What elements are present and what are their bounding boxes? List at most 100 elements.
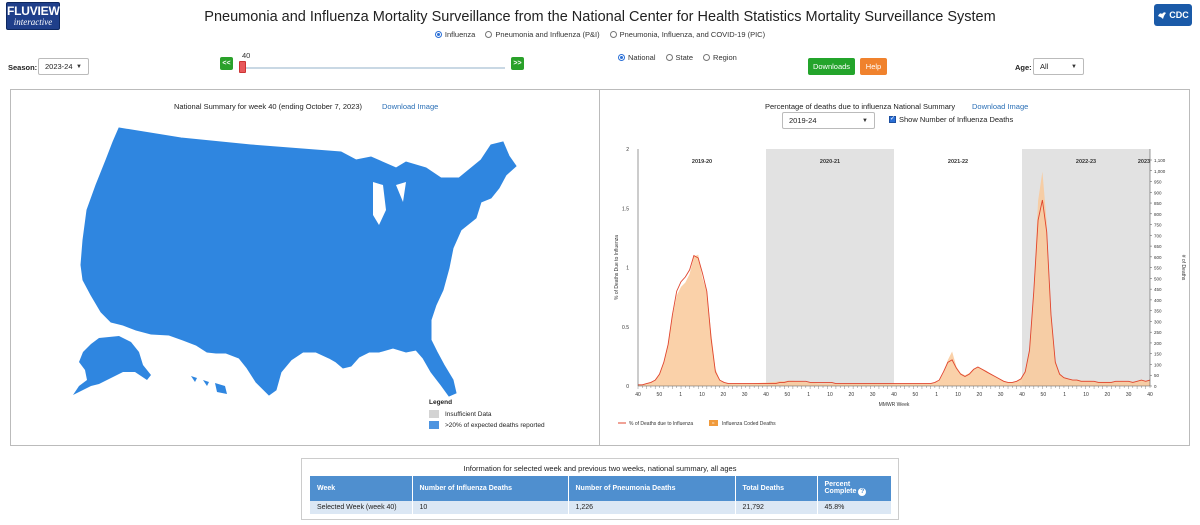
y2-tick-label: 550 <box>1154 266 1162 271</box>
y2-tick-label: 650 <box>1154 244 1162 249</box>
chart-season-select-value: 2019-24 <box>789 116 817 125</box>
x-tick-label: 1 <box>1063 392 1066 398</box>
season-select[interactable]: 2023-24 ▼ <box>38 58 89 75</box>
x-tick-label: 1 <box>679 392 682 398</box>
x-tick-label: 40 <box>891 392 897 398</box>
influenza-chart[interactable]: 2019-20 2020-21 2021-22 2022-23 202300.511.5… <box>600 140 1188 440</box>
y2-tick-label: 200 <box>1154 341 1162 346</box>
x-tick-label: 40 <box>1019 392 1025 398</box>
y2-tick-label: 350 <box>1154 309 1162 314</box>
page-title: Pneumonia and Influenza Mortality Survei… <box>204 9 996 25</box>
map-region-alaska[interactable] <box>73 336 151 395</box>
radio-icon[interactable] <box>703 54 711 61</box>
table-header-percent-label: Percent Complete <box>824 481 857 495</box>
x-tick-label: 20 <box>1105 392 1111 398</box>
y-tick-label: 0 <box>626 384 629 390</box>
week-prev-button[interactable]: << <box>220 57 233 70</box>
y2-tick-label: 750 <box>1154 223 1162 228</box>
geo-radio-group: National State Region <box>618 53 737 62</box>
metric-option-pi[interactable]: Pneumonia and Influenza (P&I) <box>485 30 600 39</box>
week-next-button[interactable]: >> <box>511 57 524 70</box>
y2-tick-label: 950 <box>1154 180 1162 185</box>
influenza-deaths-area <box>638 171 1150 386</box>
metric-option-label: Pneumonia, Influenza, and COVID-19 (PIC) <box>619 30 766 39</box>
geo-option-region[interactable]: Region <box>703 53 737 62</box>
cdc-logo[interactable]: CDC <box>1154 4 1192 26</box>
map-title: National Summary for week 40 (ending Oct… <box>174 102 363 111</box>
help-button[interactable]: Help <box>860 58 887 75</box>
legend-item-reported: >20% of expected deaths reported <box>429 421 545 429</box>
table-cell: 21,792 <box>735 501 818 514</box>
x-tick-label: 1 <box>935 392 938 398</box>
x-tick-label: 50 <box>657 392 663 398</box>
geo-option-national[interactable]: National <box>618 53 656 62</box>
table-header-cell: Number of Influenza Deaths <box>412 476 569 501</box>
geo-option-label: National <box>628 53 656 62</box>
radio-icon[interactable] <box>665 54 673 61</box>
x-tick-label: 20 <box>977 392 983 398</box>
show-deaths-label: Show Number of Influenza Deaths <box>899 115 1014 124</box>
table-cell: 45.8% <box>817 501 892 514</box>
x-tick-label: 40 <box>763 392 769 398</box>
map-legend: Legend Insufficient Data >20% of expecte… <box>429 399 545 432</box>
table-header-cell: Total Deaths <box>735 476 818 501</box>
legend-item-insufficient: Insufficient Data <box>429 410 545 418</box>
legend-label-deaths: Influenza Coded Deaths <box>722 421 776 427</box>
metric-option-influenza[interactable]: Influenza <box>434 30 476 39</box>
show-deaths-checkbox-row[interactable]: ✓ Show Number of Influenza Deaths <box>889 115 1013 124</box>
y2-tick-label: 150 <box>1154 352 1162 357</box>
week-slider-track[interactable] <box>240 67 505 69</box>
legend-label: Insufficient Data <box>445 410 492 418</box>
y2-tick-label: 500 <box>1154 276 1162 281</box>
table-row: Selected Week (week 40) 10 1,226 21,792 … <box>310 501 892 514</box>
map-download-link[interactable]: Download Image <box>382 102 439 111</box>
y2-tick-label: 1,000 <box>1154 169 1166 174</box>
map-region-contiguous-us[interactable] <box>80 127 517 397</box>
percent-deaths-line <box>638 199 1151 386</box>
radio-icon[interactable] <box>434 31 442 38</box>
x-tick-label: 1 <box>807 392 810 398</box>
y2-tick-label: 900 <box>1154 190 1162 195</box>
week-slider-handle[interactable] <box>239 61 246 73</box>
geo-option-state[interactable]: State <box>665 53 693 62</box>
us-map[interactable] <box>11 90 599 445</box>
legend-label-percent: % of Deaths due to Influenza <box>629 421 693 427</box>
downloads-button[interactable]: Downloads <box>808 58 855 75</box>
y2-tick-label: 800 <box>1154 212 1162 217</box>
legend-area-swatch <box>709 420 718 426</box>
y2-axis-title: # of Deaths <box>1180 255 1186 281</box>
table-cell: 10 <box>412 501 569 514</box>
age-select[interactable]: All ▼ <box>1033 58 1084 75</box>
hhs-eagle-icon <box>1158 12 1167 19</box>
metric-option-pic[interactable]: Pneumonia, Influenza, and COVID-19 (PIC) <box>609 30 766 39</box>
metric-option-label: Pneumonia and Influenza (P&I) <box>495 30 600 39</box>
season-select-value: 2023-24 <box>45 62 73 71</box>
radio-icon[interactable] <box>485 31 493 38</box>
map-panel: National Summary for week 40 (ending Oct… <box>10 89 600 446</box>
x-tick-label: 30 <box>998 392 1004 398</box>
week-slider-value: 40 <box>242 51 251 60</box>
x-tick-label: 40 <box>1147 392 1153 398</box>
x-tick-label: 50 <box>1041 392 1047 398</box>
y2-tick-label: 250 <box>1154 330 1162 335</box>
radio-icon[interactable] <box>609 31 617 38</box>
chart-season-select[interactable]: 2019-24 ▼ <box>782 112 875 129</box>
table-cell: 1,226 <box>568 501 736 514</box>
legend-swatch <box>429 421 439 429</box>
y2-tick-label: 1,100 <box>1154 158 1166 163</box>
table-header-cell: Number of Pneumonia Deaths <box>568 476 736 501</box>
legend-swatch <box>429 410 439 418</box>
metric-option-label: Influenza <box>444 30 476 39</box>
chart-download-link[interactable]: Download Image <box>972 102 1029 111</box>
checkbox-checked-icon[interactable]: ✓ <box>889 116 896 123</box>
help-circle-icon[interactable]: ? <box>858 488 867 496</box>
y-axis-title: % of Deaths Due to Influenza <box>614 235 620 300</box>
y2-tick-label: 400 <box>1154 298 1162 303</box>
fluview-logo[interactable]: FLUVIEW interactive <box>6 2 60 30</box>
map-region-hawaii[interactable] <box>191 376 227 394</box>
y2-tick-label: 0 <box>1154 384 1157 389</box>
table-caption: Information for selected week and previo… <box>463 464 737 473</box>
radio-icon[interactable] <box>618 54 625 61</box>
y2-tick-label: 450 <box>1154 287 1162 292</box>
y-tick-label: 2 <box>626 147 629 153</box>
